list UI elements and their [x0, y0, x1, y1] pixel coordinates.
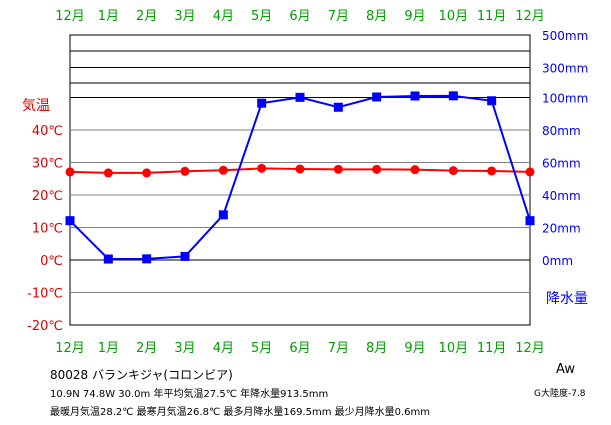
- temperature-axis-title: 気温: [22, 98, 50, 114]
- precipitation-point: [103, 254, 113, 264]
- month-label-bottom: 4月: [213, 341, 234, 356]
- koppen-class: Aw: [556, 362, 575, 377]
- month-label-top: 5月: [251, 9, 272, 24]
- month-label-top: 10月: [439, 9, 469, 24]
- month-label-top: 2月: [136, 9, 157, 24]
- precipitation-point: [333, 102, 343, 112]
- precipitation-tick-label: 60mm: [542, 157, 581, 171]
- precipitation-point: [257, 98, 267, 108]
- station-extremes: 最暖月気温28.2℃ 最寒月気温26.8℃ 最多月降水量169.5mm 最少月降…: [50, 407, 431, 418]
- temperature-tick-label: 20℃: [32, 189, 63, 204]
- month-label-top: 9月: [404, 9, 425, 24]
- precipitation-point: [65, 216, 75, 226]
- station-summary: 10.9N 74.8W 30.0m 年平均気温27.5℃ 年降水量913.5mm: [50, 389, 329, 400]
- precipitation-point: [142, 254, 152, 264]
- month-label-bottom: 11月: [477, 341, 507, 356]
- temperature-point: [257, 163, 267, 173]
- temperature-point: [333, 164, 343, 174]
- month-label-top: 3月: [174, 9, 195, 24]
- temperature-tick-label: 10℃: [32, 222, 63, 237]
- month-label-bottom: 6月: [289, 341, 310, 356]
- temperature-point: [295, 164, 305, 174]
- precipitation-point: [525, 216, 535, 226]
- temperature-tick-label: 40℃: [32, 124, 63, 139]
- precipitation-tick-label: 80mm: [542, 124, 581, 138]
- precipitation-tick-label: 100mm: [542, 92, 588, 106]
- continentality-index: G大陸度-7.8: [534, 389, 586, 399]
- temperature-point: [372, 164, 382, 174]
- precipitation-axis-title: 降水量: [546, 291, 588, 307]
- precipitation-point: [410, 91, 420, 101]
- month-label-bottom: 5月: [251, 341, 272, 356]
- month-label-bottom: 9月: [404, 341, 425, 356]
- month-label-top: 6月: [289, 9, 310, 24]
- plot-frame: [69, 34, 531, 326]
- precipitation-tick-label: 20mm: [542, 222, 581, 236]
- precipitation-tick-label: 300mm: [542, 62, 588, 76]
- month-label-top: 4月: [213, 9, 234, 24]
- month-label-top: 8月: [366, 9, 387, 24]
- precipitation-point: [295, 92, 305, 102]
- precipitation-point: [487, 96, 497, 106]
- temperature-point: [142, 168, 152, 178]
- precipitation-point: [218, 210, 228, 220]
- temperature-tick-label: 30℃: [32, 157, 63, 172]
- station-name: 80028 バランキジャ(コロンビア): [50, 368, 233, 382]
- temperature-point: [448, 166, 458, 176]
- month-label-bottom: 2月: [136, 341, 157, 356]
- month-label-bottom: 8月: [366, 341, 387, 356]
- precipitation-point: [372, 92, 382, 102]
- precipitation-line: [69, 94, 531, 261]
- temperature-point: [410, 165, 420, 175]
- month-label-bottom: 7月: [328, 341, 349, 356]
- month-label-bottom: 3月: [174, 341, 195, 356]
- temperature-point: [180, 166, 190, 176]
- precipitation-tick-label: 40mm: [542, 189, 581, 203]
- temperature-tick-label: -10℃: [27, 287, 63, 302]
- month-label-top: 1月: [98, 9, 119, 24]
- precipitation-point: [448, 91, 458, 101]
- month-label-bottom: 10月: [439, 341, 469, 356]
- month-label-bottom: 12月: [55, 341, 85, 356]
- precipitation-tick-label: 500mm: [542, 29, 588, 43]
- temperature-tick-label: 0℃: [40, 254, 63, 269]
- temperature-point: [103, 168, 113, 178]
- month-label-top: 11月: [477, 9, 507, 24]
- temperature-point: [525, 167, 535, 177]
- month-label-top: 12月: [515, 9, 545, 24]
- precipitation-tick-label: 0mm: [542, 254, 573, 268]
- precipitation-point: [180, 251, 190, 261]
- temperature-tick-label: -20℃: [27, 319, 63, 334]
- temperature-point: [218, 165, 228, 175]
- month-label-bottom: 12月: [515, 341, 545, 356]
- month-label-top: 12月: [55, 9, 85, 24]
- month-label-top: 7月: [328, 9, 349, 24]
- temperature-point: [487, 166, 497, 176]
- month-label-bottom: 1月: [98, 341, 119, 356]
- temperature-point: [65, 167, 75, 177]
